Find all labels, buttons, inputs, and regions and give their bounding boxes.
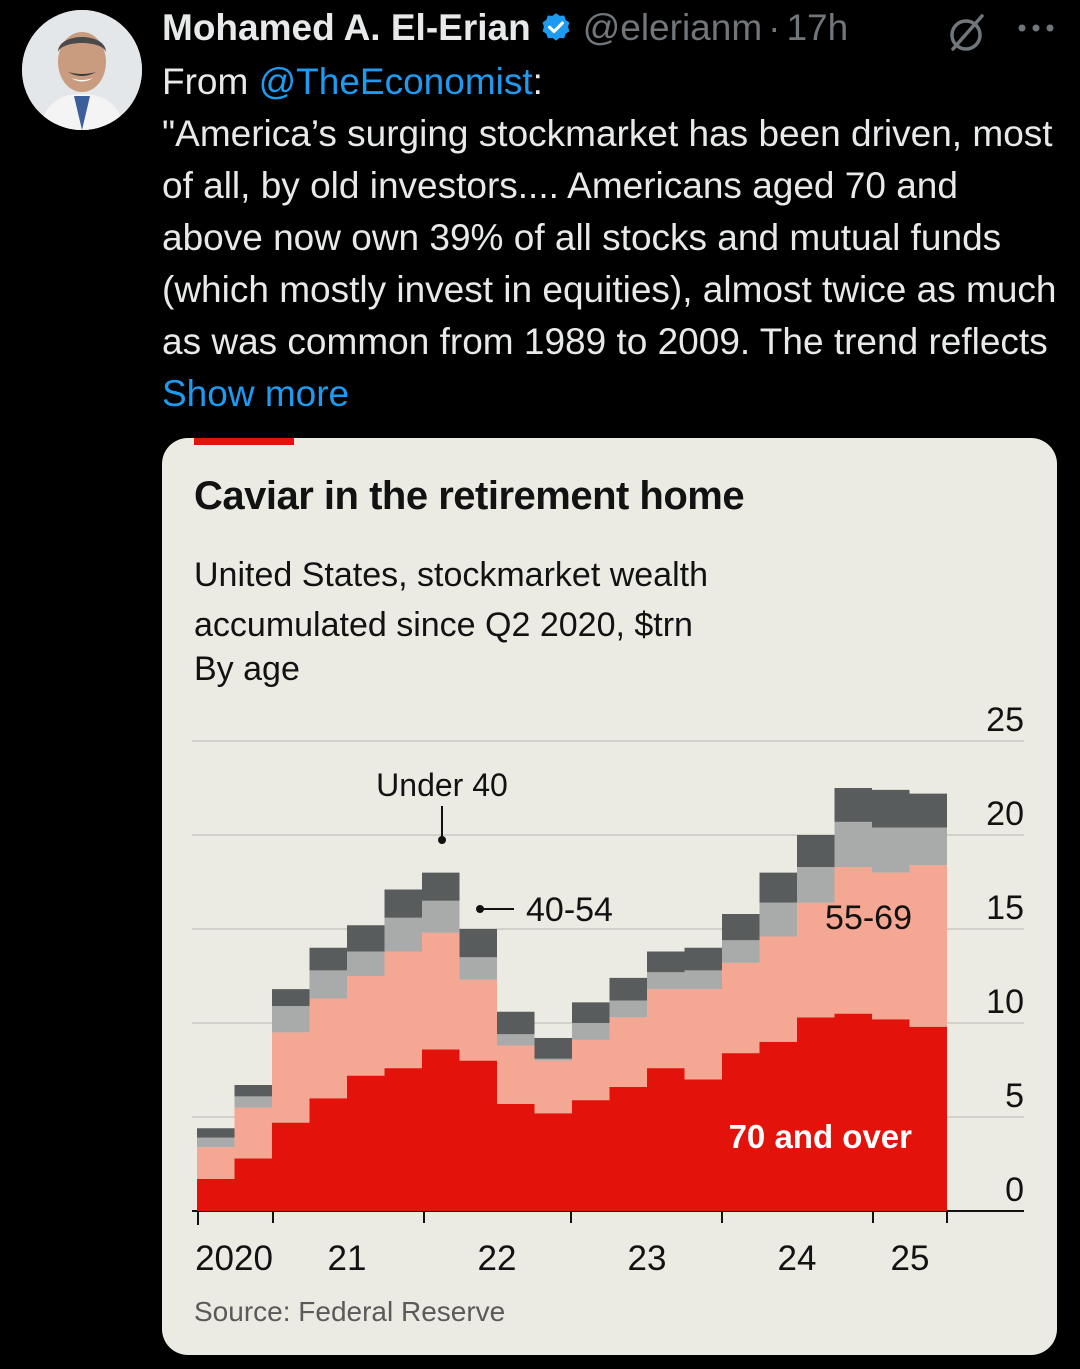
y-tick-label-10: 10	[986, 983, 1024, 1021]
x-tick-label-21: 21	[328, 1239, 367, 1278]
y-tick-label-15: 15	[986, 889, 1024, 927]
author-handle[interactable]: @elerianm	[582, 7, 763, 48]
avatar-photo	[22, 10, 142, 130]
y-tick-label-25: 25	[986, 701, 1024, 739]
annotation-40-54: 40-54	[526, 891, 613, 929]
y-tick-label-20: 20	[986, 795, 1024, 833]
chart-subtitle-by-age: By age	[194, 650, 300, 688]
mention-link[interactable]: @TheEconomist	[258, 61, 533, 102]
separator-dot: ·	[768, 7, 781, 48]
x-tick-label-22: 22	[478, 1239, 517, 1278]
annotation-under-40-dot	[438, 836, 446, 844]
text-prefix: From	[162, 61, 259, 102]
y-tick-label-5: 5	[1005, 1077, 1024, 1115]
verified-badge-icon	[542, 13, 570, 41]
x-tick-label-24: 24	[778, 1239, 817, 1278]
chart-image-card[interactable]: Caviar in the retirement home United Sta…	[162, 438, 1057, 1355]
x-tick-label-2020: 2020	[195, 1239, 273, 1278]
annotation-55-69: 55-69	[825, 899, 912, 937]
show-more-link[interactable]: Show more	[162, 373, 350, 414]
tweet-header: Mohamed A. El-Erian @elerianm · 17h	[162, 6, 848, 50]
timestamp[interactable]: 17h	[786, 7, 849, 48]
chart-source: Source: Federal Reserve	[194, 1296, 506, 1327]
x-tick-label-23: 23	[628, 1239, 667, 1278]
stacked-area-chart: 0 5 10 15 20 25 2020 21 22 23 24 25 Under 40 40-54 55-…	[192, 701, 1024, 1278]
y-tick-label-0: 0	[1005, 1171, 1024, 1209]
economist-red-bar	[194, 438, 294, 445]
tweet-intro: From @TheEconomist:	[162, 56, 1062, 108]
author-name[interactable]: Mohamed A. El-Erian	[162, 7, 531, 48]
annotation-70-and-over: 70 and over	[729, 1118, 913, 1155]
series-area-40-54	[197, 821, 947, 1148]
tweet-text: From @TheEconomist: "America’s surging s…	[162, 56, 1062, 420]
tweet-body-paragraph: "America’s surging stockmarket has been …	[162, 108, 1062, 420]
text-colon: :	[532, 61, 543, 102]
tweet-body: "America’s surging stockmarket has been …	[162, 113, 1057, 362]
annotation-under-40: Under 40	[376, 767, 508, 803]
x-tick-label-25: 25	[891, 1239, 930, 1278]
chart-title: Caviar in the retirement home	[194, 474, 745, 518]
series-area-under-40	[197, 788, 947, 1138]
more-options-icon[interactable]	[1016, 22, 1056, 34]
avatar[interactable]	[22, 10, 142, 130]
chart-subtitle: United States, stockmarket wealth accumu…	[194, 556, 709, 644]
grok-icon[interactable]	[944, 10, 990, 56]
